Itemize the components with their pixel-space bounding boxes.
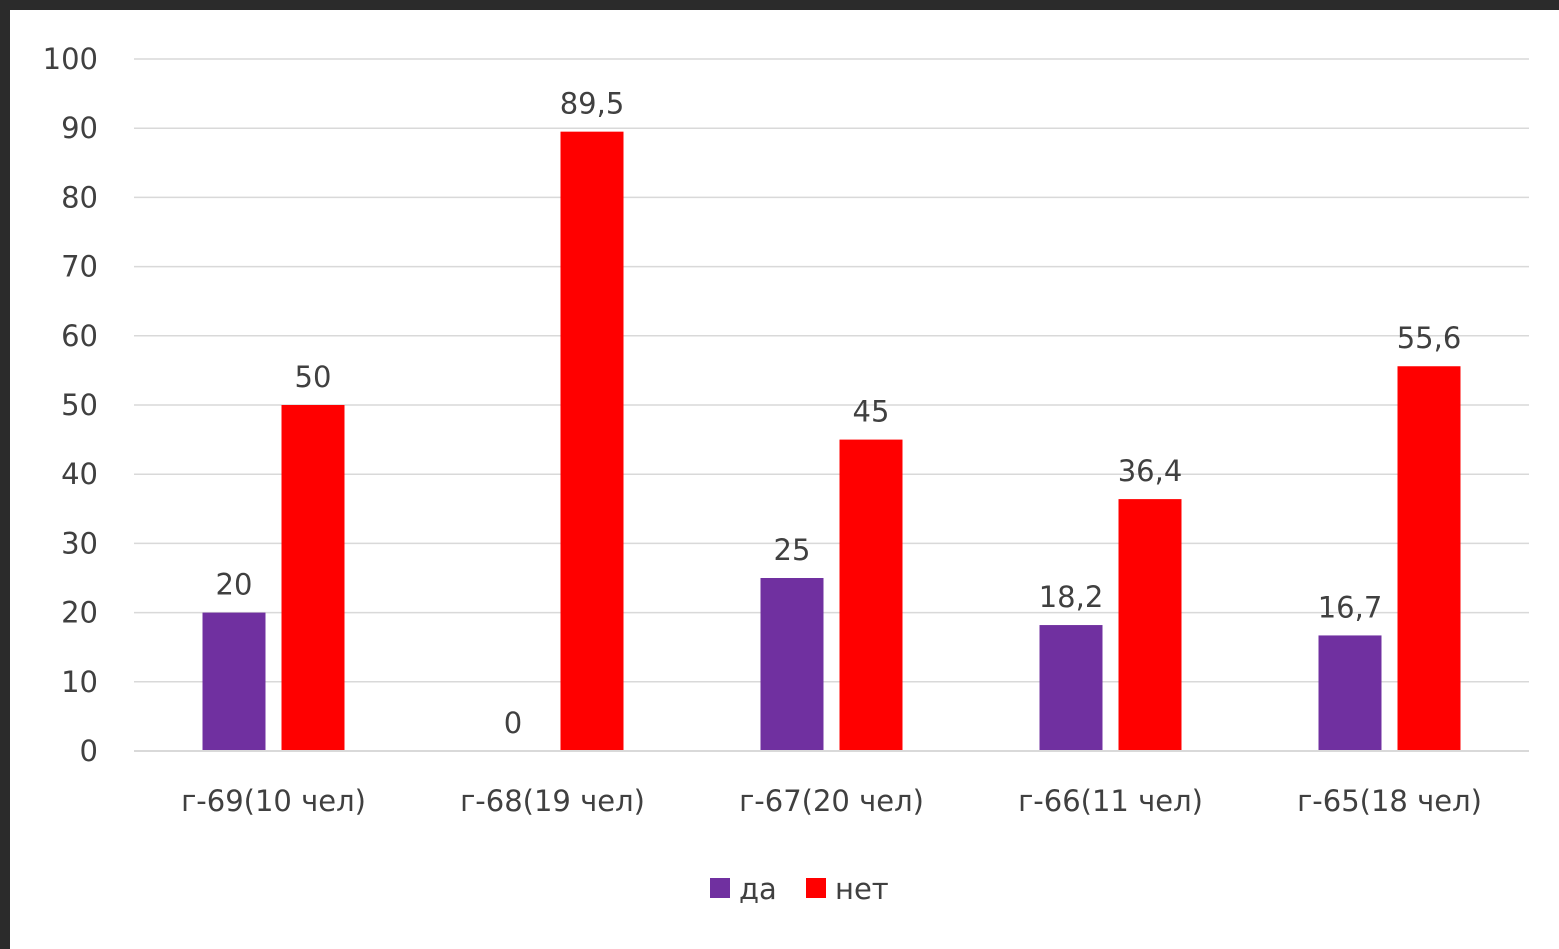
x-tick-label: г-68(19 чел) <box>460 784 645 818</box>
data-labels: 20 50 0 89,5 25 45 18,2 36,4 16,7 55,6 <box>216 87 1462 740</box>
data-label: 36,4 <box>1118 454 1183 488</box>
bar <box>839 439 903 751</box>
x-axis: г-69(10 чел) г-68(19 чел) г-67(20 чел) г-66… <box>134 750 1529 818</box>
data-label: 20 <box>216 568 253 602</box>
x-tick-label: г-65(18 чел) <box>1297 784 1482 818</box>
bar <box>281 405 345 751</box>
gridlines <box>134 58 1529 752</box>
chart-frame: 0 10 20 30 40 50 60 70 80 90 100 20 50 0 89,5 25 45 18,2… <box>10 10 1559 949</box>
y-tick-label: 0 <box>80 734 98 768</box>
legend-swatch <box>806 878 826 898</box>
bar <box>1039 625 1103 751</box>
bars <box>202 131 1461 751</box>
y-tick-label: 20 <box>61 596 98 630</box>
y-tick-label: 70 <box>61 250 98 284</box>
x-tick-label: г-67(20 чел) <box>739 784 924 818</box>
bar <box>1397 366 1461 751</box>
data-label: 50 <box>295 360 332 394</box>
y-tick-label: 80 <box>61 180 98 214</box>
y-tick-label: 90 <box>61 111 98 145</box>
data-label: 16,7 <box>1318 590 1383 624</box>
data-label: 18,2 <box>1039 580 1104 614</box>
legend-swatch <box>710 878 730 898</box>
data-label: 89,5 <box>560 87 625 121</box>
bar <box>760 578 824 751</box>
y-tick-label: 40 <box>61 457 98 491</box>
data-label: 45 <box>853 395 890 429</box>
legend-label: да <box>739 872 777 906</box>
y-tick-label: 30 <box>61 526 98 560</box>
legend: да нет <box>710 872 889 906</box>
x-tick-label: г-66(11 чел) <box>1018 784 1203 818</box>
y-tick-label: 10 <box>61 665 98 699</box>
data-label: 0 <box>504 706 522 740</box>
bar <box>560 131 624 751</box>
y-tick-label: 100 <box>43 42 98 76</box>
y-tick-label: 60 <box>61 319 98 353</box>
y-axis: 0 10 20 30 40 50 60 70 80 90 100 <box>43 42 98 768</box>
bar <box>202 612 266 751</box>
data-label: 25 <box>774 533 811 567</box>
bar <box>1318 635 1382 751</box>
legend-label: нет <box>835 872 889 906</box>
bar <box>1118 499 1182 751</box>
x-tick-label: г-69(10 чел) <box>181 784 366 818</box>
data-label: 55,6 <box>1397 321 1462 355</box>
y-tick-label: 50 <box>61 388 98 422</box>
bar-chart: 0 10 20 30 40 50 60 70 80 90 100 20 50 0 89,5 25 45 18,2… <box>43 42 1529 906</box>
